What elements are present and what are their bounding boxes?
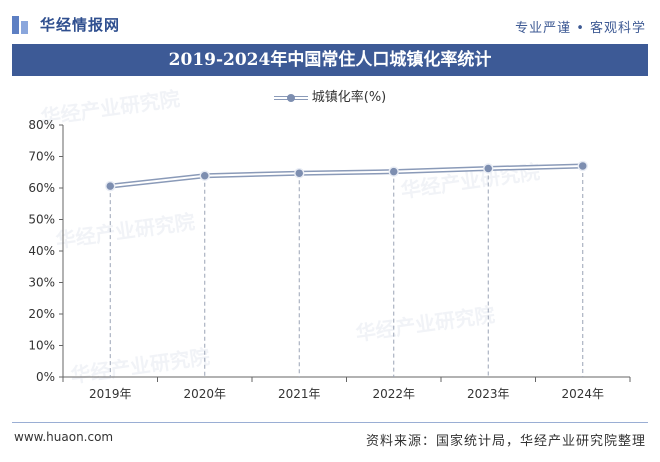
footer-website: www.huaon.com — [14, 430, 114, 444]
footer-source: 资料来源：国家统计局，华经产业研究院整理 — [365, 434, 646, 449]
x-tick-label: 2024年 — [561, 387, 604, 401]
data-point — [577, 160, 588, 172]
y-tick-label: 0% — [36, 370, 55, 384]
y-tick-label: 60% — [28, 181, 55, 195]
series-line — [109, 163, 583, 189]
footer-divider — [12, 422, 648, 423]
x-tick-label: 2022年 — [372, 387, 415, 401]
data-point — [199, 170, 210, 181]
x-tick-label: 2019年 — [89, 387, 132, 401]
data-point — [483, 163, 494, 174]
legend-line-icon — [273, 93, 308, 103]
y-tick-label: 40% — [28, 244, 55, 258]
line-chart: 0% 10% 20% 30% 40% 50% 60% 70% 80% 2019年 2020年 2021… — [28, 118, 631, 401]
series-line-inner — [110, 164, 583, 188]
y-tick-label: 10% — [28, 339, 55, 353]
tagline: 专业严谨 • 客观科学 — [515, 21, 646, 36]
legend-label: 城镇化率(%) — [311, 90, 387, 105]
logo-text: 华经情报网 — [40, 16, 121, 34]
y-tick-label: 50% — [28, 213, 55, 227]
logo: 华经情报网 — [12, 14, 120, 35]
y-tick-label: 30% — [28, 276, 55, 290]
x-tick-label: 2021年 — [278, 387, 321, 401]
y-tick-label: 80% — [28, 118, 55, 132]
logo-icon — [12, 15, 34, 34]
data-point — [388, 166, 399, 177]
footer: www.huaon.com 资料来源：国家统计局，华经产业研究院整理 — [0, 422, 660, 452]
x-tick-label: 2023年 — [467, 387, 510, 401]
y-tick-label: 20% — [28, 307, 55, 321]
data-point — [294, 167, 305, 179]
data-point — [105, 180, 116, 192]
legend: 城镇化率(%) — [0, 86, 660, 105]
x-tick-label: 2020年 — [183, 387, 226, 401]
header: 华经情报网 专业严谨 • 客观科学 — [0, 0, 660, 44]
y-tick-label: 70% — [28, 150, 55, 164]
chart-title: 2019-2024年中国常住人口城镇化率统计 — [12, 44, 648, 76]
